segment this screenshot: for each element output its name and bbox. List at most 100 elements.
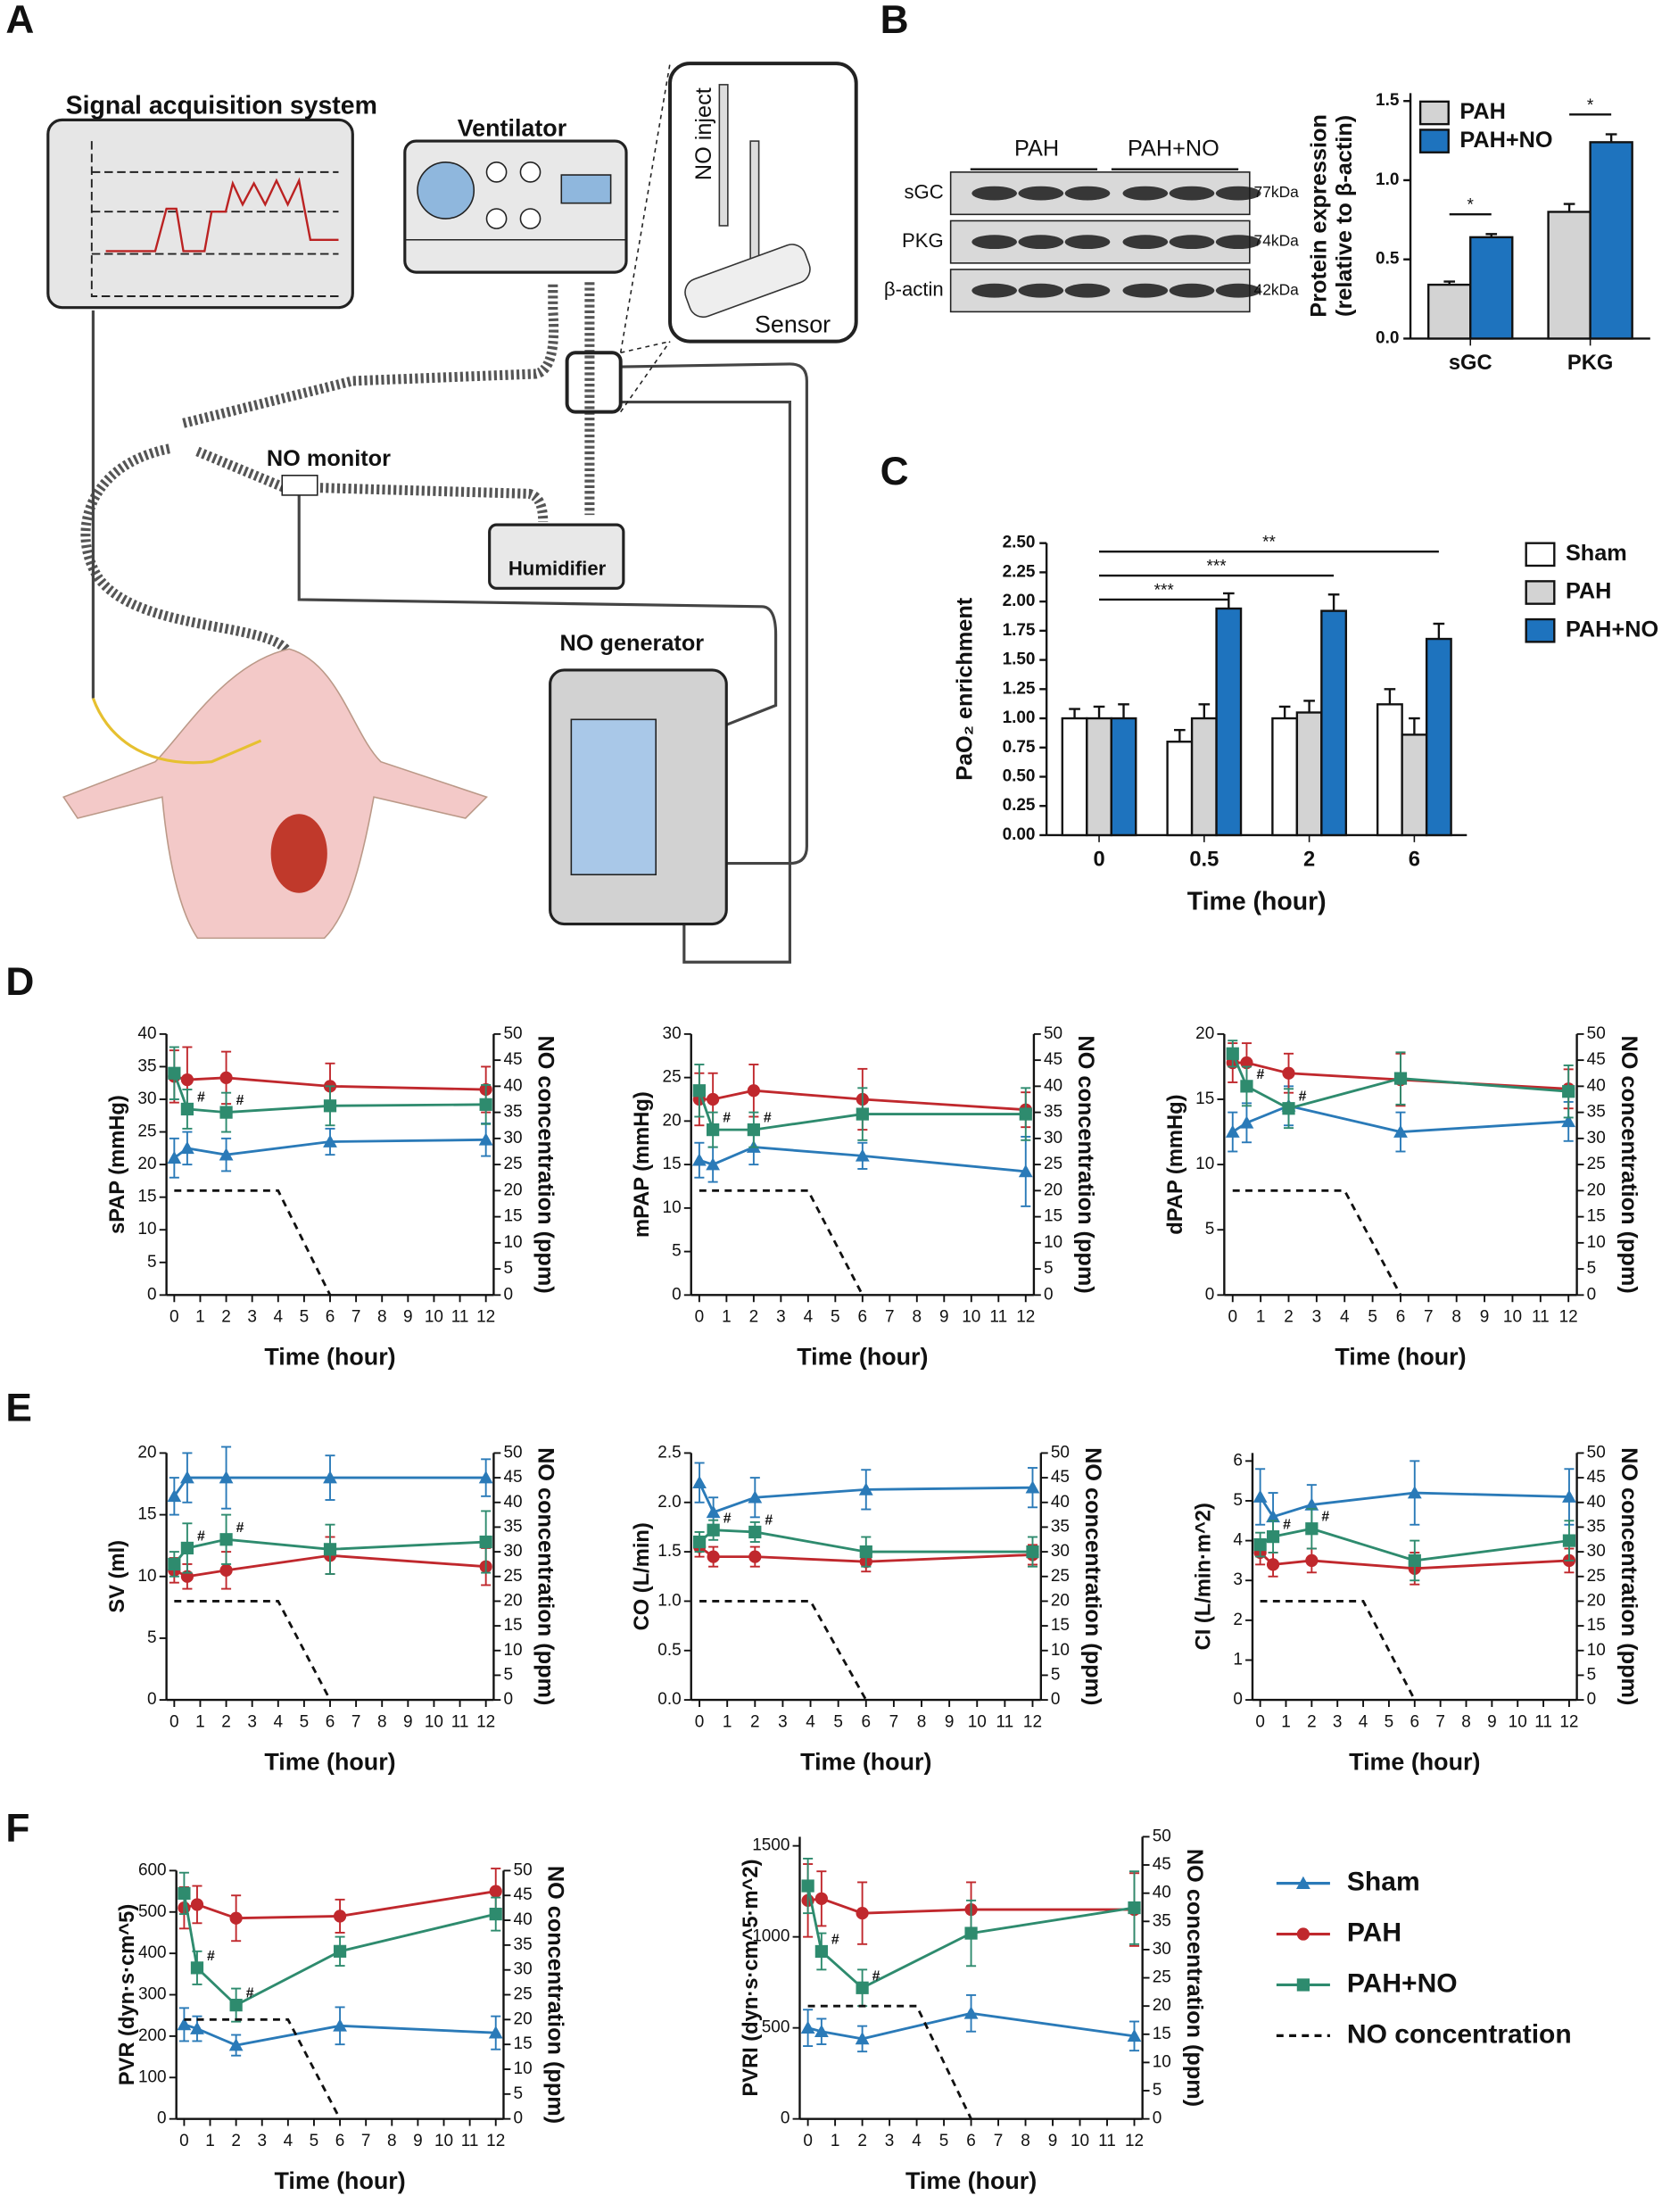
marker [856,1107,869,1121]
y-tick-label: 0.00 [1003,825,1036,844]
y-tick-label: 5 [1233,1491,1243,1510]
y-tick-label: 15 [137,1505,156,1524]
y-tick-label: 2 [1233,1611,1243,1629]
tube [182,282,559,428]
marker [1407,1486,1422,1499]
x-tick-label: 12 [476,1308,495,1327]
y2-tick-label: 30 [503,1542,522,1561]
x-axis-label: Time (hour) [797,1344,928,1371]
x-tick-label: 9 [403,1308,413,1327]
blot-band [1215,186,1261,201]
marker [1253,1537,1267,1552]
y-tick-label: 3 [1233,1570,1243,1589]
monitor-grid [90,141,339,297]
x-tick-label: 9 [945,1712,955,1731]
y2-tick-label: 40 [1153,1884,1171,1902]
x-tick-label: 4 [284,2132,293,2150]
y2-tick-label: 40 [1044,1076,1062,1095]
blot-band [1122,235,1169,250]
x-tick-label: 3 [778,1712,788,1731]
y-tick-label: 35 [137,1056,156,1075]
y2-tick-label: 30 [503,1129,522,1147]
blot-band [971,186,1017,201]
panel-label: C [880,450,909,493]
y-tick-label: 4 [1233,1531,1243,1550]
x-tick-label: 1 [831,2132,840,2150]
marker [488,2026,503,2039]
x-tick-label: 11 [996,1712,1014,1731]
point-label: # [246,1986,254,2001]
y2-tick-label: 15 [1051,1616,1070,1635]
y-axis-label: (relative to β-actin) [1332,115,1357,317]
series-line [1260,1600,1417,1701]
x-tick-label: 6 [1409,849,1420,872]
marker [1562,1489,1576,1503]
y2-tick-label: 50 [514,1860,533,1879]
y2-tick-label: 25 [1153,1968,1171,1987]
y2-tick-label: 0 [1051,1690,1061,1709]
x-tick-label: 2 [750,1712,760,1731]
label: Ventilator [458,115,567,142]
blot-band [1018,235,1064,250]
humidifier [488,523,625,590]
x-tick-label: 11 [461,2132,479,2150]
legend-swatch [1418,100,1450,126]
x-tick-label: 1 [1281,1712,1291,1731]
blot-group: PAH [1014,136,1059,161]
y2-tick-label: 45 [1044,1050,1062,1069]
y-tick-label: 6 [1233,1451,1243,1470]
heart [270,814,327,893]
blot-group: PAH+NO [1128,136,1219,161]
y2-tick-label: 35 [514,1935,533,1954]
y2-tick-label: 35 [1051,1517,1070,1536]
y-tick-label: 10 [137,1220,156,1239]
marker [1562,1534,1576,1547]
marker [489,1885,502,1898]
y-tick-label: 0 [147,1690,157,1709]
x-axis-label: Time (hour) [1335,1344,1466,1371]
y-tick-label: 0 [147,1285,157,1304]
x-tick-label: 5 [939,2132,949,2150]
marker [1225,1124,1240,1138]
panel-label: B [880,0,909,42]
marker [707,1123,720,1137]
x-tick-label: 8 [1451,1308,1461,1327]
blot-row-label: PKG [902,229,944,252]
y2-tick-label: 5 [1587,1665,1597,1684]
marker [706,1504,721,1519]
marker [1304,1497,1319,1511]
y-tick-label: 5 [672,1242,682,1261]
point-label: # [1321,1510,1329,1525]
x-tick-label: 6 [326,1712,335,1731]
x-tick-label: 5 [833,1712,843,1731]
marker [180,1102,194,1116]
marker [1018,1164,1033,1178]
sig-label: * [1587,96,1594,115]
point-label: # [723,1111,731,1126]
gauge [560,174,612,204]
y2-tick-label: 15 [514,2034,533,2053]
marker [964,1926,978,1940]
y-tick-label: 300 [138,1985,167,2004]
y-tick-label: 200 [138,2026,167,2045]
y-tick-label: 30 [663,1024,682,1043]
marker [1128,1901,1141,1915]
x-axis-label: Time (hour) [1349,1748,1480,1775]
y2-tick-label: 15 [1044,1207,1062,1226]
y-tick-label: 15 [137,1188,156,1206]
y2-tick-label: 35 [503,1103,522,1122]
x-tick-label: 7 [1435,1712,1445,1731]
marker [856,1907,869,1920]
marker [179,1140,194,1155]
y-tick-label: 500 [138,1902,167,1921]
marker [1408,1553,1421,1568]
x-tick-label: 5 [300,1308,310,1327]
bar [1589,141,1633,340]
y-tick-label: 2.0 [657,1493,681,1512]
legend-label: PAH [1566,579,1612,604]
panel-label: E [5,1387,32,1430]
y2-tick-label: 15 [1153,2025,1171,2043]
y-tick-label: 0 [672,1285,682,1304]
y-tick-label: 0.25 [1003,796,1036,815]
